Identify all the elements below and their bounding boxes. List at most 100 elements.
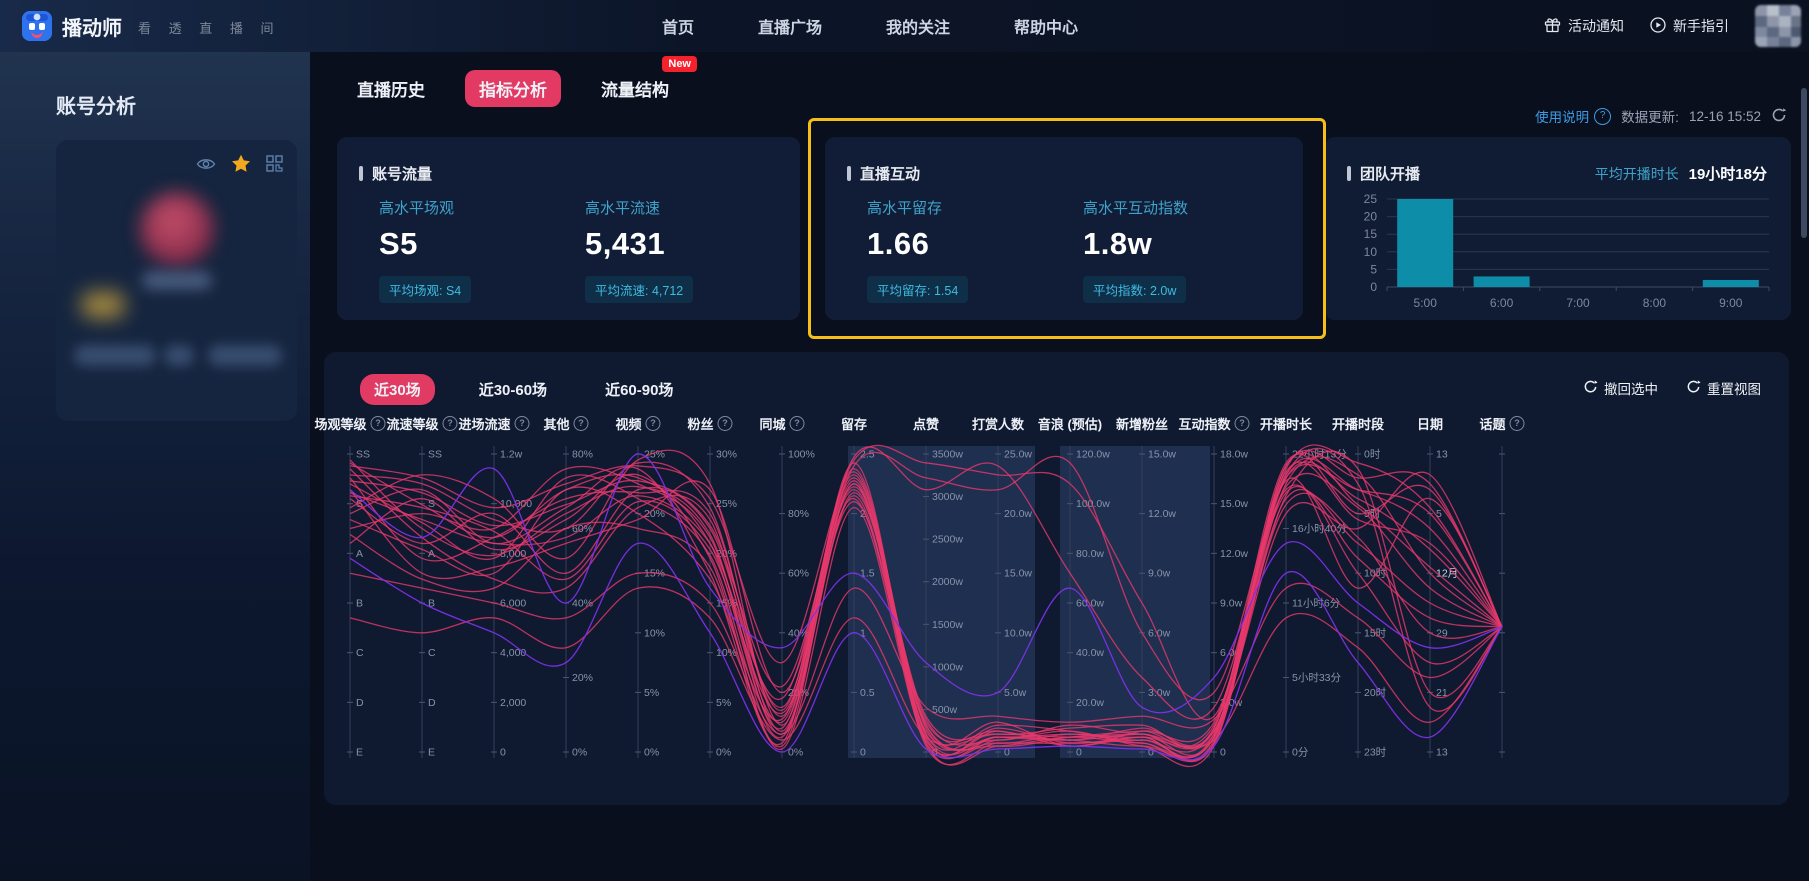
sidebar: 账号分析 — [0, 52, 310, 881]
svg-text:80.0w: 80.0w — [1076, 548, 1104, 560]
qr-code-icon[interactable] — [266, 155, 283, 177]
brand-tagline: 看 透 直 播 间 — [138, 20, 281, 36]
svg-text:0: 0 — [1004, 747, 1010, 759]
avatar[interactable] — [1755, 5, 1801, 47]
metric-average-badge: 平均指数: 2.0w — [1083, 276, 1187, 303]
page-tab-2[interactable]: 指标分析 — [465, 70, 561, 107]
nav-item-1[interactable]: 首页 — [662, 20, 695, 37]
svg-text:13: 13 — [1436, 449, 1448, 461]
axis-label: 留存 — [840, 417, 868, 432]
metric: 高水平互动指数 1.8w 平均指数: 2.0w — [1083, 197, 1188, 303]
metric-average-badge: 平均场观: S4 — [379, 276, 472, 303]
nav-item-3[interactable]: 我的关注 — [886, 20, 951, 37]
metric-value: S5 — [379, 226, 418, 261]
axis-header-5: 视频? — [615, 414, 661, 433]
svg-text:20%: 20% — [572, 672, 593, 684]
undo-selection-button[interactable]: 撤回选中 — [1583, 378, 1658, 398]
usage-guide-link[interactable]: 使用说明 ? — [1535, 106, 1612, 126]
nav-item-2[interactable]: 直播广场 — [758, 20, 823, 37]
svg-text:100%: 100% — [788, 449, 815, 461]
axis-help-icon[interactable]: ? — [1234, 416, 1250, 431]
axis-label: 同城 — [759, 417, 786, 432]
range-tab-2[interactable]: 近30-60场 — [478, 382, 548, 399]
svg-text:B: B — [428, 598, 435, 610]
range-tab-3[interactable]: 近60-90场 — [605, 382, 674, 399]
svg-text:5%: 5% — [716, 697, 731, 709]
axis-headers: 场观等级? 流速等级? 进场流速? 其他? 视频? 粉丝? 同城? 留存 点赞 打赏人数 音浪 (预… — [314, 414, 1789, 434]
svg-text:15.0w: 15.0w — [1220, 498, 1248, 510]
axis-help-icon[interactable]: ? — [789, 416, 805, 431]
svg-text:18.0w: 18.0w — [1220, 449, 1248, 461]
range-tab-1[interactable]: 近30场 — [360, 374, 435, 405]
axis-label: 开播时段 — [1331, 417, 1385, 432]
avg-duration-label: 平均开播时长 — [1594, 166, 1679, 182]
reset-view-button[interactable]: 重置视图 — [1686, 378, 1761, 398]
svg-text:S: S — [356, 498, 363, 510]
axis-header-15: 开播时段 — [1332, 414, 1384, 433]
profile-card[interactable] — [56, 140, 297, 421]
metric-average-badge: 平均留存: 1.54 — [867, 276, 969, 303]
axis-label: 新增粉丝 — [1115, 417, 1169, 432]
axis-help-icon[interactable]: ? — [717, 416, 733, 431]
svg-text:8,000: 8,000 — [500, 548, 526, 560]
svg-text:9.0w: 9.0w — [1220, 598, 1243, 610]
svg-text:0分: 0分 — [1292, 747, 1309, 759]
svg-text:12.0w: 12.0w — [1220, 548, 1248, 560]
page-tab-3[interactable]: 流量结构 New — [587, 56, 697, 107]
svg-text:500w: 500w — [932, 704, 958, 716]
axis-header-4: 其他? — [543, 414, 589, 433]
card-title-text: 直播互动 — [860, 166, 921, 183]
svg-text:0: 0 — [932, 747, 938, 759]
axis-help-icon[interactable]: ? — [1509, 416, 1525, 431]
svg-text:1: 1 — [860, 627, 866, 639]
axis-header-7: 同城? — [759, 414, 805, 433]
title-marker — [1347, 166, 1351, 181]
data-update-time: 12-16 15:52 — [1688, 108, 1761, 124]
usage-help-icon[interactable]: ? — [1594, 107, 1612, 125]
action-label: 撤回选中 — [1604, 382, 1658, 397]
blurred-stat-pill — [208, 345, 282, 366]
refresh-icon[interactable] — [1771, 107, 1787, 126]
svg-text:5: 5 — [1370, 262, 1377, 276]
svg-text:25%: 25% — [716, 498, 737, 510]
play-circle-icon — [1650, 16, 1666, 36]
svg-text:2: 2 — [860, 508, 866, 520]
svg-text:30%: 30% — [716, 449, 737, 461]
svg-text:6:00: 6:00 — [1490, 296, 1514, 310]
axis-header-9: 点赞 — [913, 414, 939, 433]
axis-header-3: 进场流速? — [458, 414, 530, 433]
stat-card-2: 直播互动 高水平留存 1.66 平均留存: 1.54 高水平互动指数 1.8w 平均指数: … — [825, 137, 1303, 320]
avg-broadcast-duration: 平均开播时长 19小时18分 — [1595, 163, 1767, 184]
axis-help-icon[interactable]: ? — [645, 416, 661, 431]
eye-icon[interactable] — [196, 157, 216, 176]
svg-text:5小时33分: 5小时33分 — [1292, 672, 1342, 684]
axis-label: 音浪 (预估) — [1037, 417, 1103, 432]
data-update-label: 数据更新: — [1621, 110, 1679, 125]
page-scrollbar[interactable] — [1801, 88, 1807, 238]
beginner-guide-link[interactable]: 新手指引 — [1650, 16, 1729, 36]
axis-help-icon[interactable]: ? — [573, 416, 589, 431]
svg-text:21: 21 — [1436, 687, 1448, 699]
svg-text:0时: 0时 — [1364, 449, 1381, 461]
profile-card-actions — [196, 154, 283, 178]
svg-text:25.0w: 25.0w — [1004, 449, 1032, 461]
svg-text:2,000: 2,000 — [500, 697, 526, 709]
page-tab-1[interactable]: 直播历史 — [357, 81, 425, 100]
axis-label: 日期 — [1416, 417, 1444, 432]
nav-item-4[interactable]: 帮助中心 — [1014, 20, 1079, 37]
axis-help-icon[interactable]: ? — [442, 416, 458, 431]
star-icon[interactable] — [231, 154, 251, 178]
activity-notice-link[interactable]: 活动通知 — [1544, 16, 1624, 36]
svg-text:15.0w: 15.0w — [1148, 449, 1176, 461]
axis-help-icon[interactable]: ? — [370, 416, 386, 431]
parallel-coordinates-chart[interactable]: SSSABCDESSSABCDE1.2w10,0008,0006,0004,00… — [324, 436, 1789, 788]
svg-text:120.0w: 120.0w — [1076, 449, 1110, 461]
svg-text:20.0w: 20.0w — [1076, 697, 1104, 709]
svg-text:0: 0 — [1220, 747, 1226, 759]
team-broadcast-card: 团队开播 平均开播时长 19小时18分 25 20 15 10 5 0 5:00 6:00 7:… — [1325, 137, 1791, 320]
svg-text:E: E — [428, 747, 435, 759]
axis-help-icon[interactable]: ? — [514, 416, 530, 431]
svg-text:B: B — [356, 598, 363, 610]
app-logo-icon[interactable] — [22, 11, 52, 41]
axis-header-16: 日期 — [1417, 414, 1443, 433]
